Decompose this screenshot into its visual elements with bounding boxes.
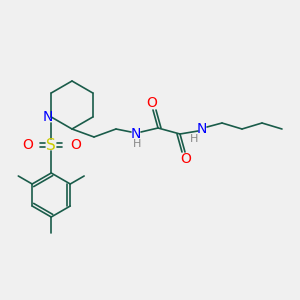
Text: N: N	[43, 110, 53, 124]
Text: O: O	[22, 138, 33, 152]
Text: S: S	[46, 137, 56, 152]
Text: N: N	[197, 122, 207, 136]
Text: H: H	[133, 139, 141, 149]
Text: N: N	[131, 127, 141, 141]
Text: O: O	[70, 138, 81, 152]
Text: O: O	[181, 152, 191, 166]
Text: O: O	[147, 96, 158, 110]
Text: H: H	[190, 134, 198, 144]
